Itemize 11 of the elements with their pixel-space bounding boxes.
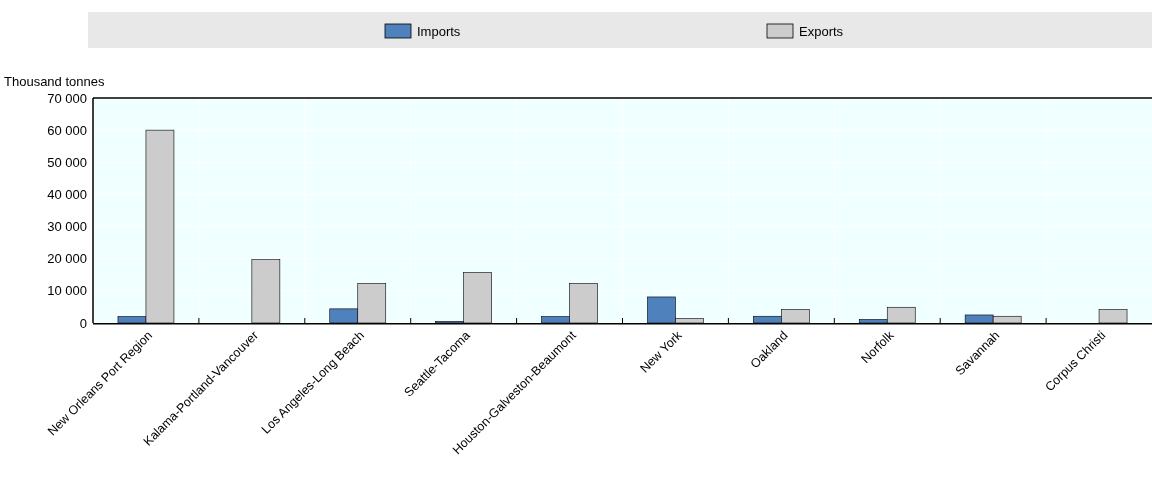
y-tick-label: 60 000 — [47, 122, 87, 138]
y-tick-label: 50 000 — [47, 154, 87, 170]
y-tick-label: 40 000 — [47, 186, 87, 202]
legend-label: Imports — [417, 23, 461, 39]
y-tick-label: 10 000 — [47, 283, 87, 299]
y-axis-title: Thousand tonnes — [4, 74, 105, 89]
legend-label: Exports — [799, 23, 844, 39]
y-tick-label: 70 000 — [47, 90, 87, 106]
y-tick-label: 0 — [79, 315, 87, 331]
y-tick-label: 30 000 — [47, 219, 87, 235]
y-tick-label: 20 000 — [47, 251, 87, 267]
